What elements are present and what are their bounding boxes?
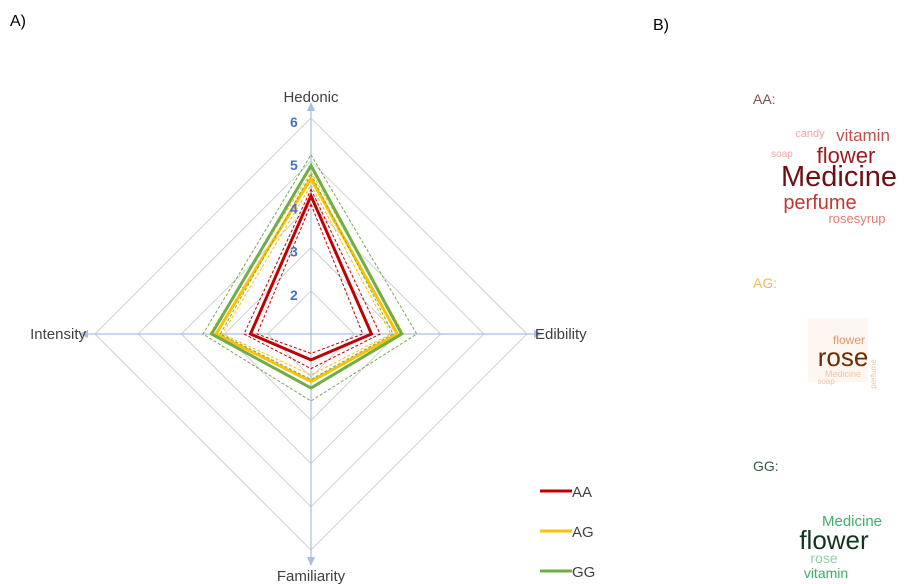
axis-arrow-familiarity xyxy=(307,557,315,566)
word-cloud-title-ag: AG: xyxy=(753,275,777,291)
tick-label-6: 6 xyxy=(290,114,298,130)
word-flower: flower xyxy=(833,333,865,347)
word-vitamin: vitamin xyxy=(836,126,890,145)
legend-label-gg: GG xyxy=(572,564,595,581)
radar-chart: 2 3 4 5 6 Hedonic Edibility Familiarity Inte… xyxy=(30,89,587,584)
word-medicine: Medicine xyxy=(825,369,861,379)
word-cloud-aa: AA: candy vitamin soap flower Medicine p… xyxy=(753,91,897,226)
word-soap: soap xyxy=(817,377,835,386)
legend-item-gg: GG xyxy=(540,564,595,581)
tick-label-4: 4 xyxy=(290,200,298,216)
series-gg-ci-lower xyxy=(219,173,394,380)
word-rose: rose xyxy=(810,550,837,566)
axis-arrow-hedonic xyxy=(307,102,315,111)
radar-ticks: 2 3 4 5 6 xyxy=(290,114,298,303)
word-cloud-title-aa: AA: xyxy=(753,91,776,107)
legend-item-ag: AG xyxy=(540,524,594,541)
axis-label-intensity: Intensity xyxy=(30,326,86,343)
axis-arrow-intensity xyxy=(79,330,88,338)
word-candy: candy xyxy=(795,128,825,140)
radar-series xyxy=(202,153,418,402)
tick-label-3: 3 xyxy=(290,244,298,260)
word-cloud-title-gg: GG: xyxy=(753,458,779,474)
axis-label-familiarity: Familiarity xyxy=(277,568,346,584)
tick-label-2: 2 xyxy=(290,287,298,303)
axis-label-edibility: Edibility xyxy=(535,326,587,343)
word-flower: flower xyxy=(799,525,869,555)
word-medicine: Medicine xyxy=(822,513,882,530)
tick-label-5: 5 xyxy=(290,157,298,173)
panel-label-b: B) xyxy=(653,17,669,34)
panel-label-a: A) xyxy=(10,13,26,30)
radar-axes xyxy=(79,102,543,566)
word-perfume: perfume xyxy=(783,192,856,214)
word-perfume: perfume xyxy=(869,359,878,389)
series-gg-ci-upper xyxy=(202,153,418,402)
word-medicine: Medicine xyxy=(781,161,897,193)
word-rose: rose xyxy=(818,342,869,372)
word-cloud-ag-faint-background xyxy=(808,318,868,382)
legend: AA AG GG xyxy=(540,484,595,581)
word-flower: flower xyxy=(817,143,876,168)
word-clouds: AA: candy vitamin soap flower Medicine p… xyxy=(753,91,897,581)
word-cloud-ag: AG: flower rose Medicine soap perfume xyxy=(753,275,878,389)
legend-label-aa: AA xyxy=(572,484,592,501)
word-rosesyrup: rosesyrup xyxy=(828,211,885,226)
legend-item-aa: AA xyxy=(540,484,592,501)
axis-label-hedonic: Hedonic xyxy=(283,89,339,106)
series-ag-ci-lower xyxy=(221,183,392,376)
series-aa-ci-upper xyxy=(243,188,381,370)
word-soap: soap xyxy=(771,149,793,160)
axis-arrow-edibility xyxy=(534,330,543,338)
word-vitamin: vitamin xyxy=(804,565,848,581)
legend-label-ag: AG xyxy=(572,524,594,541)
word-cloud-gg: GG: Medicine flower rose vitamin xyxy=(753,458,882,581)
